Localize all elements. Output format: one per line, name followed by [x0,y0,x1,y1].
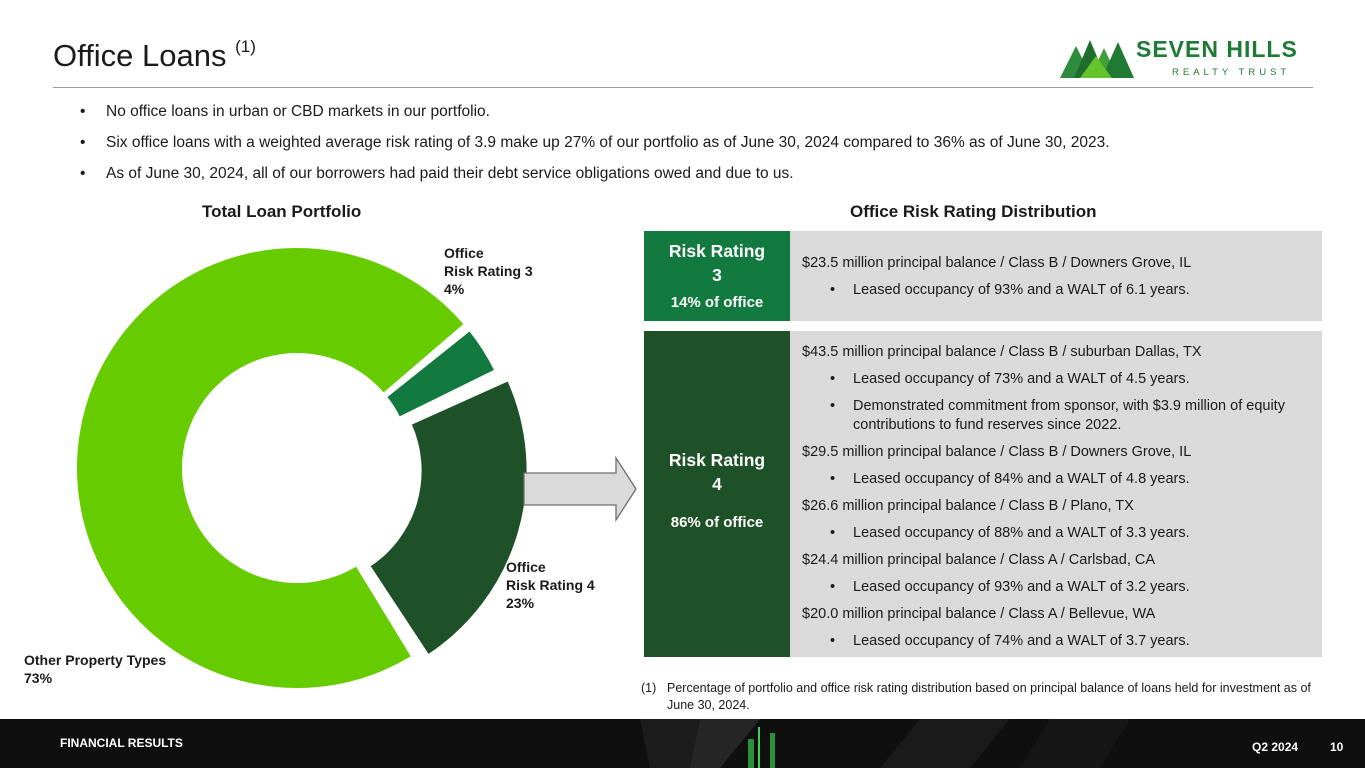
logo-name: SEVEN HILLS [1136,36,1298,62]
loan-bullet: Leased occupancy of 74% and a WALT of 3.… [802,632,1322,651]
rating-share: 14% of office [670,294,764,311]
loan-portfolio-donut-chart [75,246,529,690]
footer-section-label: FINANCIAL RESULTS [60,736,183,750]
loan-bullet: Leased occupancy of 93% and a WALT of 3.… [802,578,1322,597]
summary-bullet: Six office loans with a weighted average… [80,127,1340,158]
slice-value-label: 23% [506,595,535,611]
slice-label-other: Other Property Types 73% [24,651,166,687]
footer-page-number: 10 [1330,740,1344,754]
footnote-text: Percentage of portfolio and office risk … [667,681,1311,712]
footer-quarter: Q2 2024 [1252,740,1299,754]
loan-heading: $24.4 million principal balance / Class … [802,552,1156,568]
slice-value-label: 4% [444,281,465,297]
rating-share: 86% of office [670,514,764,531]
loan-heading: $29.5 million principal balance / Class … [802,444,1192,460]
slice-label-line2: Risk Rating 4 [506,577,595,593]
slice-label-line1: Office [506,559,546,575]
title-footnote-ref: (1) [235,36,256,56]
loan-heading: $26.6 million principal balance / Class … [802,498,1134,514]
title-divider [53,87,1313,88]
slice-label-line1: Office [444,245,484,261]
loan-heading: $43.5 million principal balance / Class … [802,344,1202,360]
summary-bullet: No office loans in urban or CBD markets … [80,96,1340,127]
loan-bullet: Leased occupancy of 84% and a WALT of 4.… [802,470,1322,489]
risk-rating-3-details: $23.5 million principal balance / Class … [802,254,1322,300]
loan-bullet: Leased occupancy of 93% and a WALT of 6.… [802,281,1322,300]
loan-bullet: Leased occupancy of 88% and a WALT of 3.… [802,524,1322,543]
loan-heading: $20.0 million principal balance / Class … [802,606,1156,622]
risk-rating-3-box: Risk Rating 3 14% of office [644,231,790,321]
rating-value: 4 [712,474,722,494]
rating-title: Risk Rating [668,450,766,470]
slice-label-line2: Risk Rating 3 [444,263,533,279]
company-logo: SEVEN HILLS REALTY TRUST [1060,36,1320,82]
risk-rating-4-box: Risk Rating 4 86% of office [644,331,790,657]
loan-bullet: Demonstrated commitment from sponsor, wi… [802,397,1322,435]
donut-slice-risk-rating-3 [384,328,497,420]
mountains-logo-icon [1060,40,1134,78]
loan-heading: $23.5 million principal balance / Class … [802,255,1192,271]
slice-value-label: 73% [24,670,53,686]
donut-slice-risk-rating-4 [367,378,529,657]
office-risk-rating-heading: Office Risk Rating Distribution [850,202,1097,221]
summary-bullet: As of June 30, 2024, all of our borrower… [80,158,1340,189]
footer-bar: FINANCIAL RESULTS Q2 2024 10 [0,719,1365,768]
total-loan-portfolio-heading: Total Loan Portfolio [202,202,362,221]
footer-decoration [640,719,1130,768]
page-title-text: Office Loans [53,38,227,73]
rating-value: 3 [712,265,722,285]
page-title: Office Loans (1) [53,36,256,74]
slice-label-risk-4: Office Risk Rating 4 23% [506,558,595,612]
logo-subtitle: REALTY TRUST [1172,67,1291,78]
loan-bullet: Leased occupancy of 73% and a WALT of 4.… [802,370,1322,389]
summary-bullets: No office loans in urban or CBD markets … [80,96,1340,189]
slice-label-line1: Other Property Types [24,652,167,668]
footnote-number: (1) [641,681,657,695]
rating-title: Risk Rating [668,241,766,261]
risk-rating-4-details: $43.5 million principal balance / Class … [802,343,1322,651]
donut-slice-other-property-types [75,246,467,690]
slice-label-risk-3: Office Risk Rating 3 4% [444,244,533,298]
right-arrow-icon [523,456,637,522]
